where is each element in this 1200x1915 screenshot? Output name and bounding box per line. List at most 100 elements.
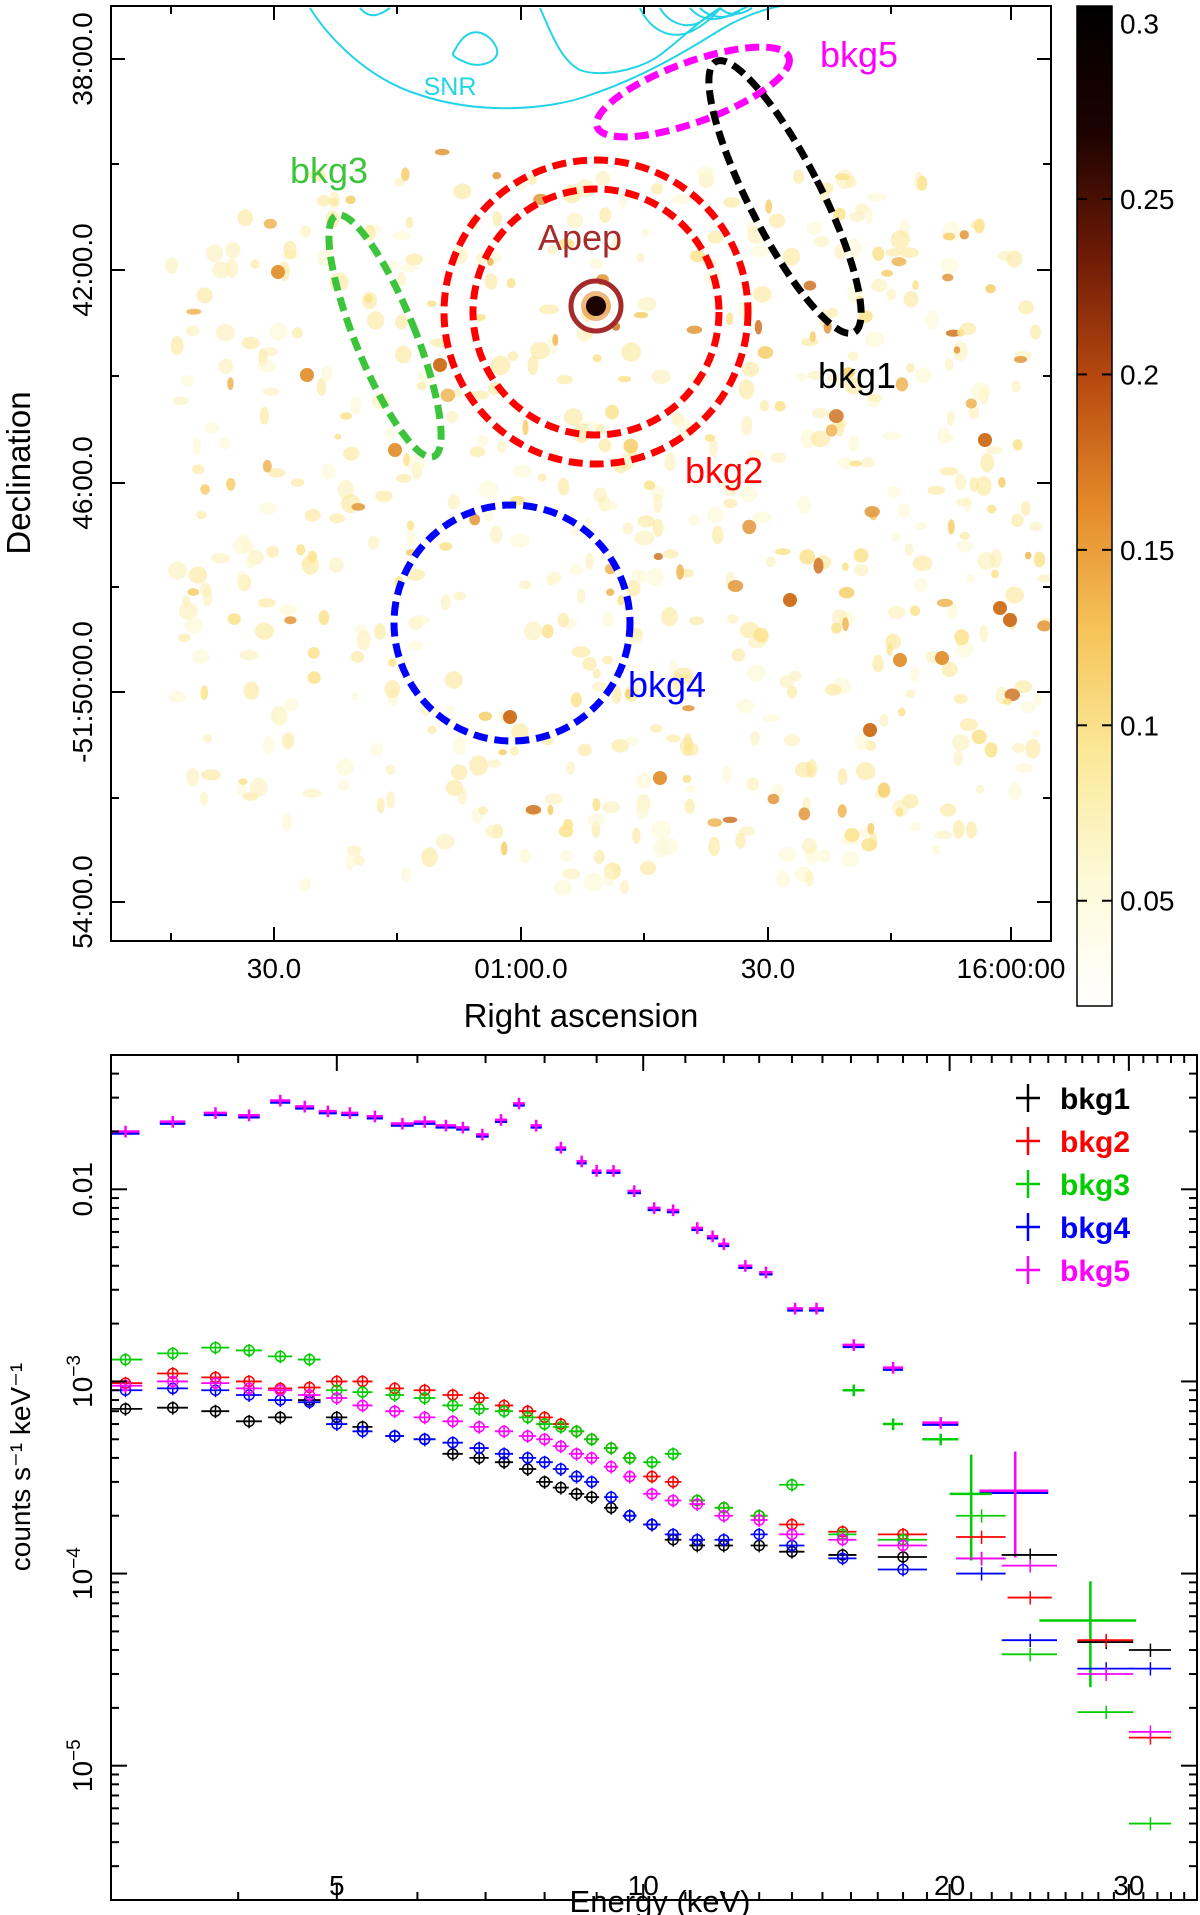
- emission-haze: [336, 758, 354, 777]
- emission-haze: [453, 183, 472, 200]
- emission-haze: [937, 426, 951, 445]
- emission-spot: [492, 171, 502, 180]
- emission-spot: [364, 294, 373, 304]
- emission-haze: [722, 765, 732, 784]
- emission-haze: [1018, 300, 1034, 315]
- emission-haze: [1037, 574, 1051, 583]
- emission-spot: [605, 404, 619, 420]
- spectrum-y-tick-label: 0.01: [67, 1162, 98, 1217]
- emission-spot: [552, 334, 559, 346]
- data-point: [209, 1405, 222, 1417]
- emission-haze: [646, 567, 665, 587]
- emission-haze: [747, 664, 767, 682]
- emission-haze: [959, 531, 971, 540]
- emission-haze: [806, 221, 823, 235]
- emission-spot: [727, 580, 744, 592]
- emission-haze: [846, 238, 862, 259]
- emission-haze: [811, 408, 830, 419]
- emission-haze: [941, 661, 958, 678]
- spectrum-data: [111, 1094, 1171, 1831]
- emission-source: [783, 593, 797, 607]
- data-point: [418, 1392, 431, 1404]
- emission-haze: [602, 611, 614, 627]
- emission-haze: [953, 819, 965, 839]
- emission-haze: [345, 854, 355, 870]
- emission-haze: [768, 213, 786, 229]
- emission-spot: [473, 313, 486, 322]
- emission-haze: [196, 510, 207, 520]
- emission-haze: [202, 734, 213, 743]
- emission-haze: [215, 323, 235, 342]
- emission-haze: [1011, 513, 1024, 528]
- data-point: [119, 1403, 132, 1415]
- emission-spot: [388, 658, 397, 667]
- emission-haze: [527, 174, 537, 185]
- emission-haze: [661, 607, 678, 627]
- data-point: [303, 1389, 316, 1401]
- spectrum-legend: bkg1 bkg2 bkg3 bkg4 bkg5: [1016, 1083, 1130, 1288]
- emission-spot: [803, 280, 817, 291]
- legend-label: bkg1: [1060, 1083, 1130, 1116]
- emission-haze: [910, 666, 920, 682]
- data-point: [836, 1552, 849, 1565]
- colorbar-ticks: 0.05 0.1 0.15 0.2 0.25 0.3: [1077, 9, 1175, 917]
- emission-spot: [439, 542, 453, 551]
- emission-haze: [262, 347, 278, 357]
- spectrum-y-axis-title: counts s⁻¹ keV⁻¹: [5, 1363, 36, 1572]
- emission-haze: [965, 821, 977, 839]
- emission-haze: [496, 440, 507, 454]
- emission-haze: [512, 464, 532, 478]
- emission-haze: [1011, 380, 1021, 393]
- emission-haze: [914, 367, 932, 384]
- emission-haze: [939, 466, 959, 476]
- emission-haze: [954, 473, 967, 491]
- emission-haze: [370, 742, 384, 757]
- emission-spot: [767, 793, 780, 805]
- emission-spot: [726, 312, 734, 326]
- emission-haze: [997, 250, 1012, 261]
- emission-haze: [316, 378, 327, 396]
- emission-haze: [276, 709, 288, 725]
- emission-source: [388, 443, 402, 457]
- region-overlays: [309, 6, 865, 745]
- emission-haze: [968, 405, 980, 420]
- emission-haze: [651, 369, 672, 385]
- emission-haze: [302, 788, 322, 798]
- emission-spot: [558, 238, 575, 249]
- emission-spot: [954, 629, 970, 646]
- emission-haze: [546, 571, 561, 585]
- emission-haze: [827, 374, 840, 383]
- emission-spot: [965, 398, 977, 409]
- data-point: [303, 1353, 316, 1366]
- map-frame: [110, 5, 1052, 942]
- emission-source: [300, 368, 314, 382]
- emission-haze: [527, 355, 539, 375]
- emission-haze: [317, 249, 331, 267]
- emission-haze: [257, 598, 276, 608]
- emission-haze: [518, 580, 532, 590]
- emission-haze: [279, 603, 297, 616]
- emission-haze: [848, 435, 859, 452]
- emission-spot: [864, 506, 880, 518]
- emission-haze: [594, 849, 605, 865]
- emission-haze: [395, 345, 412, 364]
- emission-haze: [469, 755, 488, 776]
- apep-source-circle: [568, 278, 624, 334]
- emission-spot: [953, 346, 961, 354]
- emission-haze: [611, 235, 622, 253]
- dec-tick-labels: 38:00.0 42:00.0 46:00.0 -51:50:00.0 54:0…: [67, 12, 98, 948]
- data-point: [624, 1452, 636, 1464]
- emission-haze: [445, 705, 456, 715]
- series-bkg4: [111, 1381, 1171, 1676]
- emission-haze: [236, 571, 248, 591]
- emission-haze: [487, 759, 502, 768]
- emission-spot: [478, 711, 493, 721]
- spectrum-x-tick-label: 30: [1113, 1870, 1144, 1901]
- emission-spot: [942, 232, 956, 241]
- tick-exponent: −5: [64, 1739, 85, 1761]
- emission-haze: [556, 375, 573, 385]
- data-point: [570, 1488, 583, 1500]
- emission-spot: [754, 319, 763, 335]
- data-point: [555, 1481, 567, 1494]
- emission-haze: [632, 827, 641, 844]
